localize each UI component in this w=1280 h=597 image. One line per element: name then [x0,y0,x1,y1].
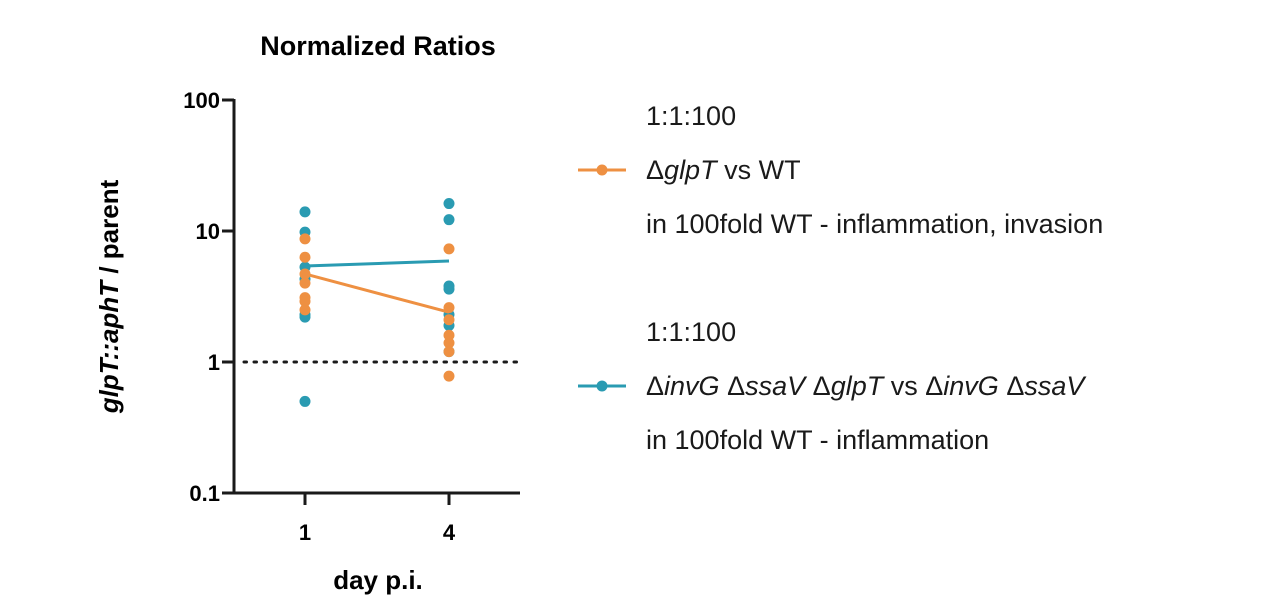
chart-area: Normalized Ratios 0.1 1 10 100 1 4 day p.i. glpT… [94,31,522,595]
legend-label-invg-ssav: ΔinvG ΔssaV ΔglpT vs ΔinvG ΔssaV [646,371,1085,401]
data-point-orange-day4 [443,329,455,341]
data-point-teal-day4 [443,214,455,226]
legend-swatch-teal [578,380,626,392]
data-point-orange-day4 [443,337,455,349]
data-point-orange-day1 [299,295,311,307]
data-point-orange-day4 [443,370,455,382]
x-axis-label: day p.i. [333,565,423,595]
data-point-orange-day4 [443,346,455,358]
data-point-orange-day4 [443,243,455,255]
data-point-orange-day1 [299,277,311,289]
legend-subtitle-1: in 100fold WT - inflammation, invasion [646,209,1104,239]
series-line-teal [304,259,450,268]
data-point-orange-day1 [299,251,311,263]
legend-header-1: 1:1:100 [646,101,737,131]
y-tick-label: 10 [196,219,220,244]
legend-subtitle-2: in 100fold WT - inflammation [646,425,990,455]
series-line-orange [304,272,450,314]
y-axis-label: glpT::aphT / parent [94,179,124,414]
y-tick-label: 100 [183,88,220,113]
legend-swatch-orange [578,164,626,176]
data-point-teal-day1 [299,395,311,407]
chart-title: Normalized Ratios [260,31,496,61]
data-point-orange-day4 [443,314,455,326]
data-point-teal-day4 [443,198,455,210]
data-point-teal-day4 [443,283,455,295]
x-tick-label: 4 [443,520,456,545]
y-tick-label: 0.1 [189,481,220,506]
legend-label-glpt-vs-wt: ΔglpT vs WT [646,155,801,185]
x-tick-label: 1 [299,520,311,545]
data-point-orange-day1 [299,233,311,245]
y-tick-label: 1 [208,350,220,375]
data-point-teal-day1 [299,206,311,218]
data-point-orange-day1 [299,304,311,316]
legend-header-2: 1:1:100 [646,317,737,347]
